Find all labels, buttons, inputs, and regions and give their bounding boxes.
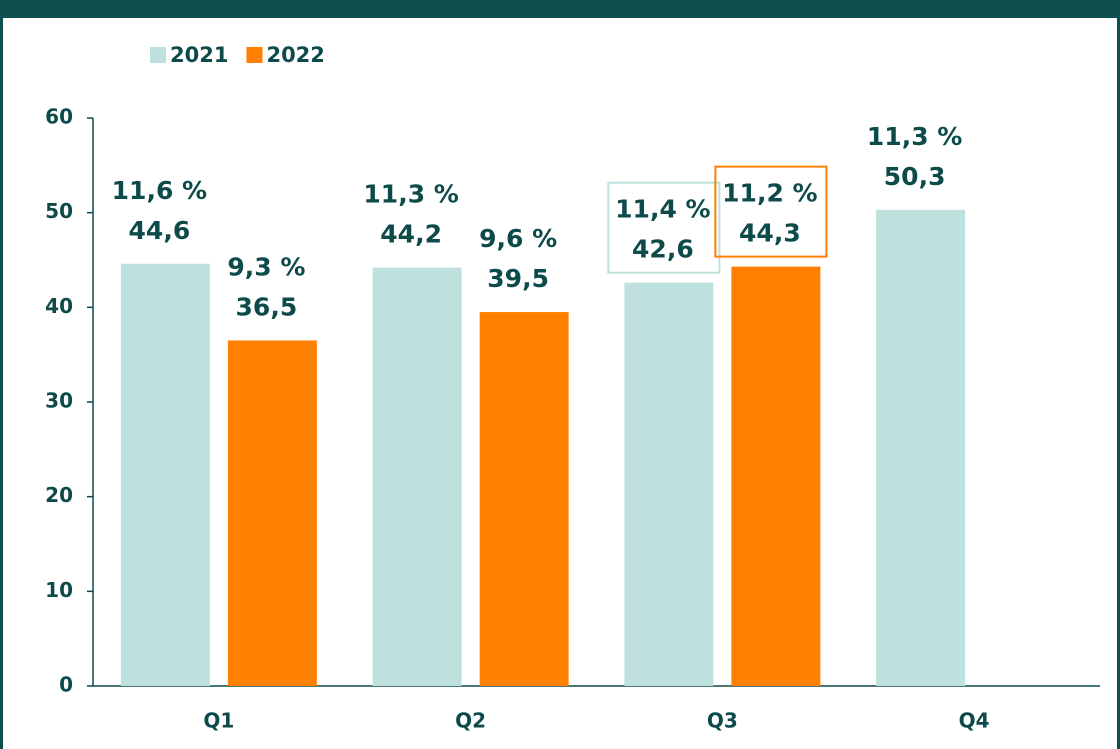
y-tick-label: 20 <box>45 483 73 507</box>
y-tick-label: 60 <box>45 105 73 129</box>
value-label: 44,2 <box>380 220 442 249</box>
x-tick-label: Q3 <box>707 709 738 733</box>
percent-label: 9,3 % <box>227 252 305 281</box>
legend-label: 2022 <box>266 43 324 67</box>
y-tick-label: 40 <box>45 294 73 318</box>
percent-label: 11,4 % <box>615 195 710 224</box>
left-border <box>0 0 3 749</box>
bar <box>372 267 462 686</box>
right-border <box>1117 0 1120 749</box>
value-label: 50,3 <box>884 162 946 191</box>
percent-label: 11,3 % <box>867 122 962 151</box>
legend-swatch <box>246 47 263 63</box>
bar <box>479 312 569 686</box>
percent-label: 11,3 % <box>363 180 458 209</box>
x-tick-label: Q1 <box>203 709 234 733</box>
bar <box>876 209 966 686</box>
legend-label: 2021 <box>170 43 228 67</box>
y-tick-label: 0 <box>59 673 73 697</box>
value-label: 39,5 <box>487 264 549 293</box>
highlight-box <box>714 165 828 258</box>
highlight-box <box>607 181 721 274</box>
value-label: 44,3 <box>739 219 801 248</box>
value-label: 44,6 <box>129 216 191 245</box>
y-tick-label: 30 <box>45 389 73 413</box>
percent-label: 11,6 % <box>112 176 207 205</box>
x-tick-label: Q2 <box>455 709 486 733</box>
bar <box>731 266 821 686</box>
bar <box>120 263 210 686</box>
percent-label: 9,6 % <box>479 224 557 253</box>
x-tick-label: Q4 <box>959 709 990 733</box>
y-tick-label: 10 <box>45 578 73 602</box>
y-tick-label: 50 <box>45 199 73 223</box>
bar <box>227 340 317 686</box>
percent-label: 11,2 % <box>722 179 817 208</box>
top-bar <box>0 0 1120 18</box>
value-label: 36,5 <box>236 292 298 321</box>
legend-swatch <box>150 47 166 63</box>
bar <box>624 282 714 686</box>
value-label: 42,6 <box>632 235 694 264</box>
